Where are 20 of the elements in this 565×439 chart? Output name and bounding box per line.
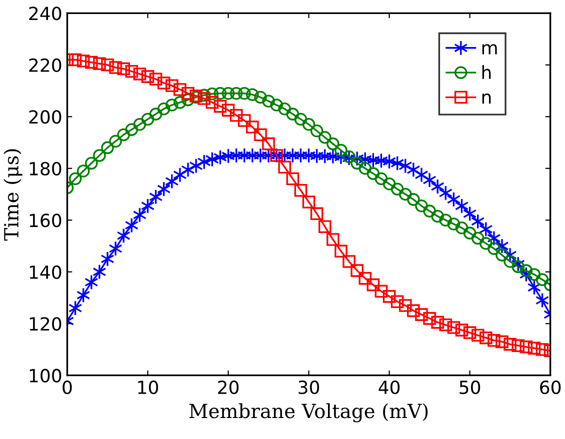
legend-label: n [482,93,491,104]
y-tick-label: 180 [30,162,62,176]
x-tick-label: 0 [62,380,72,394]
x-axis-title: Membrane Voltage (mV) [189,403,428,422]
y-tick-label: 200 [29,110,62,124]
legend-label: h [482,65,491,79]
y-tick-label: 100 [30,368,62,382]
y-tick-label: 240 [29,6,62,20]
x-tick-label: 20 [218,380,239,394]
x-tick-label: 40 [378,380,400,394]
x-tick-label: 10 [138,380,158,394]
x-tick-label: 50 [460,380,480,394]
y-axis-title: Time (μs) [4,149,22,241]
y-tick-label: 220 [29,58,62,72]
x-tick-label: 30 [298,380,320,394]
x-tick-label: 60 [540,380,561,394]
y-tick-label: 160 [30,214,62,228]
legend-label: m [482,44,497,54]
y-tick-label: 140 [30,265,62,279]
y-tick-label: 120 [30,317,62,331]
